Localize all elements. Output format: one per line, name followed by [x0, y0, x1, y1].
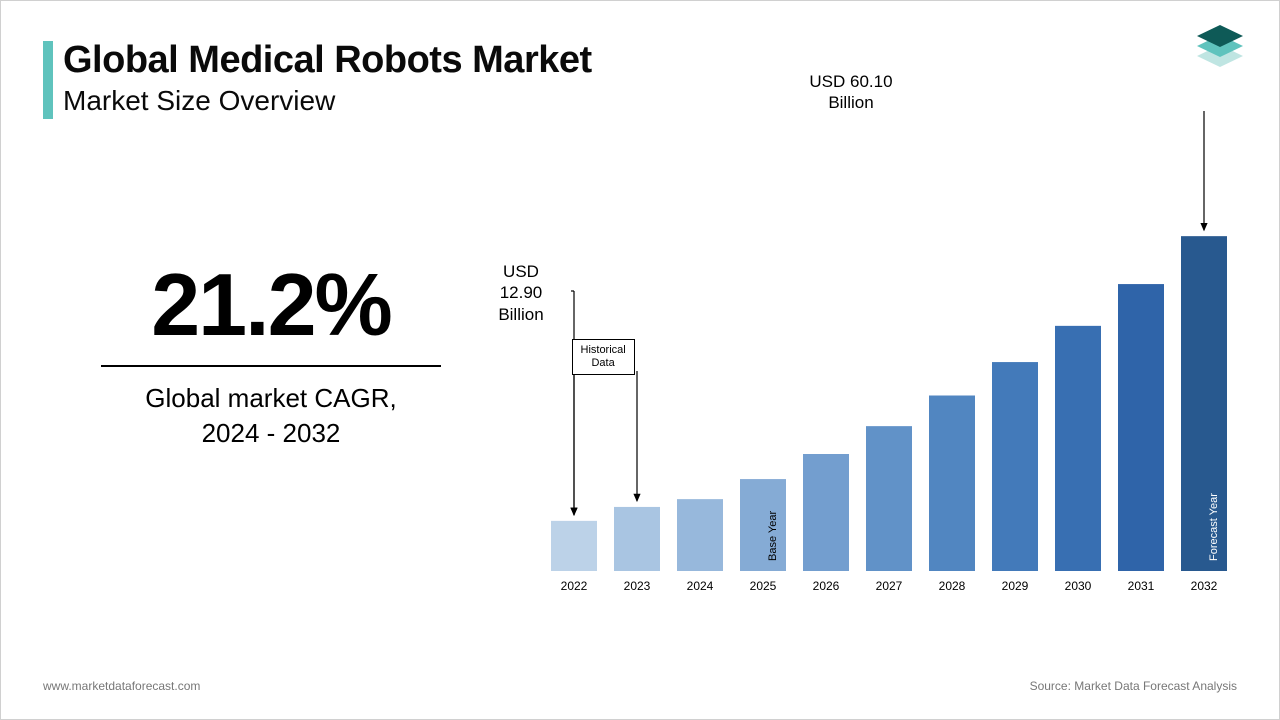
bar-2027: [866, 426, 912, 571]
bar-2025: [740, 479, 786, 571]
callout-end-value: USD 60.10 Billion: [781, 71, 921, 114]
bar-2031: [1118, 284, 1164, 571]
bar-2029: [992, 362, 1038, 571]
x-label-2031: 2031: [1118, 579, 1164, 593]
footer-source: Source: Market Data Forecast Analysis: [1030, 679, 1237, 693]
cagr-block: 21.2% Global market CAGR, 2024 - 2032: [101, 261, 441, 451]
callout-end-l2: Billion: [828, 93, 873, 112]
title-accent-bar: [43, 41, 53, 119]
bar-2026: [803, 454, 849, 571]
x-label-2022: 2022: [551, 579, 597, 593]
x-label-2024: 2024: [677, 579, 723, 593]
historical-data-label: Historical Data: [572, 339, 635, 375]
bar-2028: [929, 396, 975, 572]
x-label-2028: 2028: [929, 579, 975, 593]
cagr-divider: [101, 365, 441, 367]
bar-2032: [1181, 236, 1227, 571]
bar-2030: [1055, 326, 1101, 571]
bar-2022: [551, 521, 597, 571]
market-size-bar-chart: USD 12.90 Billion USD 60.10 Billion Hist…: [521, 111, 1251, 631]
x-label-2032: 2032: [1181, 579, 1227, 593]
hist-l1: Historical: [581, 344, 626, 356]
x-label-2023: 2023: [614, 579, 660, 593]
cagr-value: 21.2%: [101, 261, 441, 349]
stack-icon: [1197, 25, 1243, 67]
brand-logo-icon: [1193, 23, 1247, 77]
page-subtitle: Market Size Overview: [63, 85, 335, 117]
bar-2024: [677, 499, 723, 571]
callout-end-l1: USD 60.10: [809, 72, 892, 91]
x-label-2026: 2026: [803, 579, 849, 593]
infographic-canvas: Global Medical Robots Market Market Size…: [0, 0, 1280, 720]
x-label-2029: 2029: [992, 579, 1038, 593]
page-title: Global Medical Robots Market: [63, 39, 592, 82]
bar-2023: [614, 507, 660, 571]
forecast-year-label: Forecast Year: [1208, 493, 1220, 561]
cagr-label-line2: 2024 - 2032: [202, 418, 341, 448]
footer-website: www.marketdataforecast.com: [43, 679, 200, 693]
cagr-label: Global market CAGR, 2024 - 2032: [101, 381, 441, 451]
cagr-label-line1: Global market CAGR,: [145, 383, 396, 413]
x-label-2027: 2027: [866, 579, 912, 593]
x-label-2025: 2025: [740, 579, 786, 593]
base-year-label: Base Year: [767, 511, 779, 561]
hist-l2: Data: [591, 357, 614, 369]
x-label-2030: 2030: [1055, 579, 1101, 593]
